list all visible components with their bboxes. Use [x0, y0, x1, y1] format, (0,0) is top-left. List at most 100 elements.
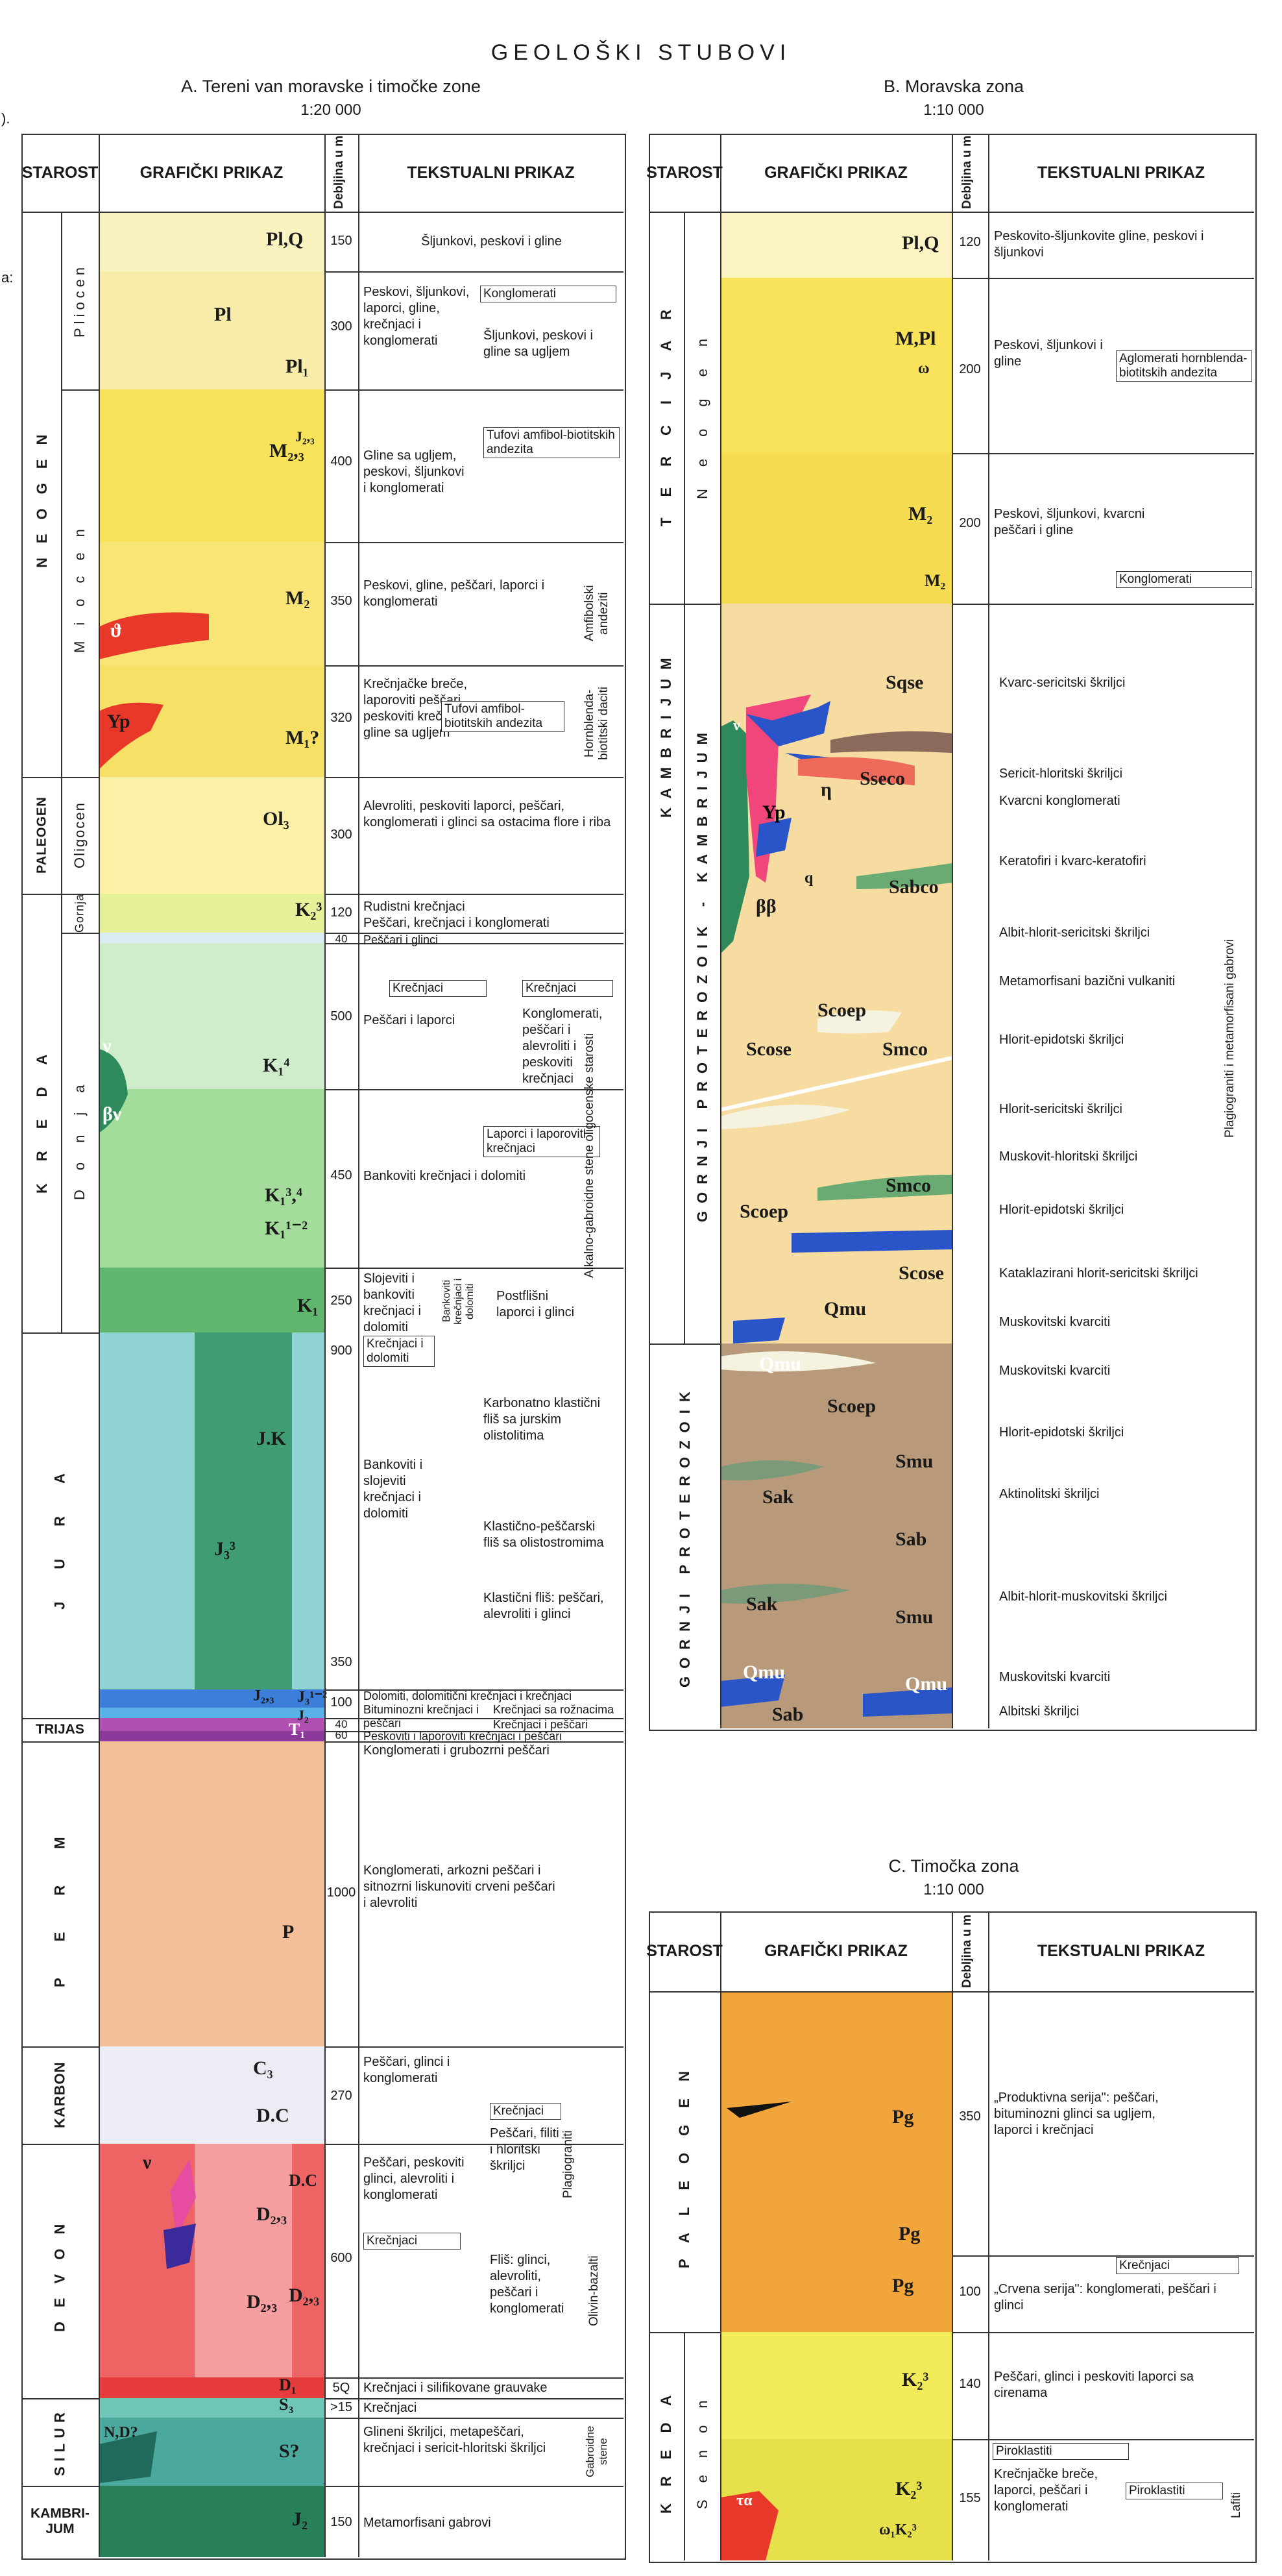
divider	[324, 665, 623, 667]
symbol-label: D₂,₃	[247, 2291, 278, 2312]
symbol-label: Scoep	[827, 1395, 876, 1417]
symbol-label: Smu	[895, 1451, 934, 1472]
desc-text: Aktinolitski škriljci	[999, 1487, 1100, 1501]
era-oligocen: Oligocen	[71, 802, 88, 869]
nu-gabbro-shape	[720, 720, 749, 954]
symbol-label: Qmu	[759, 1353, 802, 1375]
divider	[952, 134, 953, 1728]
desc-text: Peskovi, šljunkovi, kvarcni peščari i gl…	[994, 507, 1145, 537]
divider	[61, 212, 62, 777]
divider	[952, 1911, 953, 2560]
symbol-label: K₂³	[902, 2369, 929, 2390]
band-karbon	[99, 2046, 324, 2144]
era-gpk: GORNJI PROTEROZOIK - KAMBRIJUM	[694, 725, 710, 1222]
section-b-scale: 1:10 000	[923, 101, 984, 119]
thickness-value: 350	[330, 1655, 352, 1669]
divider	[21, 1332, 99, 1334]
thickness-value: 155	[959, 2491, 981, 2505]
desc-box: Piroklastiti	[993, 2443, 1129, 2460]
symbol-label: Pl,Q	[902, 232, 939, 254]
desc-text: Bituminozni krečnjaci i peščari	[363, 1703, 479, 1730]
thickness-value: 350	[959, 2109, 981, 2124]
symbol-label: J₃³	[214, 1538, 236, 1560]
era-kreda-c: KREDA	[658, 2378, 674, 2514]
desc-text: Klastični fliš: peščari, alevroliti i gl…	[483, 1591, 604, 1621]
desc-text: Kvarcni konglomerati	[999, 794, 1120, 808]
divider	[684, 212, 685, 604]
symbol-label: M₂,₃	[269, 440, 304, 461]
symbol-label: Sabco	[889, 876, 939, 898]
symbol-label: M₂	[925, 571, 946, 590]
divider	[21, 2046, 99, 2048]
symbol-label: ω	[918, 360, 930, 377]
desc-text: Peskovito-šljunkovite gline, peskovi i š…	[994, 229, 1204, 260]
band-m23	[99, 389, 324, 542]
band-t1	[99, 1718, 324, 1731]
divider	[21, 1718, 99, 1719]
era-perm: PERM	[51, 1800, 68, 1987]
band-k1	[99, 1268, 324, 1332]
section-a-graphic-svg	[99, 212, 324, 2483]
desc-text: Krečnjaci i silifikovane grauvake	[363, 2381, 548, 2395]
thickness-value: 150	[330, 234, 352, 248]
symbol-label: T₁	[289, 1720, 306, 1739]
desc-text: Peskovi, gline, peščari, laporci i kongl…	[363, 578, 545, 609]
symbol-label: Smco	[882, 1038, 928, 1060]
symbol-label: Sak	[746, 1593, 778, 1615]
era-kreda: KREDA	[34, 1032, 50, 1194]
symbol-label: Sab	[772, 1704, 804, 1725]
divider	[358, 134, 359, 2557]
desc-vertical: Plagiograniti	[561, 2130, 575, 2199]
divider	[61, 777, 62, 894]
band-b-proterozoik	[720, 1343, 952, 1728]
band-j23	[99, 1689, 324, 1708]
era-kambrijum-b: KAMBRIJUM	[658, 648, 674, 818]
divider	[21, 212, 623, 213]
stray-mark: a:	[1, 269, 14, 286]
symbol-label: K₁¹⁻²	[265, 1218, 308, 1239]
era-senon: Senon	[694, 2383, 710, 2509]
symbol-label: Ol₃	[263, 808, 289, 829]
header-graphic: GRAFIČKI PRIKAZ	[139, 163, 284, 182]
symbol-label: D₂,₃	[256, 2203, 287, 2225]
desc-text: Fliš: glinci, alevroliti, peščari i kong…	[490, 2253, 564, 2316]
desc-text: Klastično-peščarski fliš sa olistostromi…	[483, 1519, 604, 1550]
desc-text: Hlorit-epidotski škriljci	[999, 1425, 1124, 1440]
era-neogen: NEOGEN	[34, 420, 50, 569]
divider	[21, 2398, 99, 2399]
desc-text: Konglomerati, peščari i alevroliti i pes…	[522, 1007, 603, 1086]
band-ol3	[99, 777, 324, 894]
divider	[324, 933, 623, 934]
desc-text: Albit-hlorit-sericitski škriljci	[999, 926, 1150, 940]
desc-box: Laporci i laporoviti krečnjaci	[483, 1126, 600, 1157]
era-gornja: Gornja	[73, 893, 86, 933]
symbol-label: M,Pl	[895, 328, 936, 349]
divider	[952, 278, 1254, 279]
desc-text: Peščari i laporci	[363, 1013, 455, 1027]
band-c-k23	[720, 2332, 952, 2439]
divider	[988, 134, 989, 1728]
thickness-value: 200	[959, 362, 981, 376]
desc-vertical: Bankoviti krečnjaci i dolomiti	[441, 1278, 476, 1325]
symbol-label: Pg	[892, 2106, 914, 2128]
symbol-label: J₂,₃	[253, 1687, 274, 1704]
symbol-label: N,D?	[104, 2424, 138, 2441]
symbol-label: M₁?	[285, 727, 320, 748]
desc-text: Peščari, glinci i peskoviti laporci sa c…	[994, 2370, 1194, 2400]
symbol-label: Scose	[899, 1262, 944, 1284]
symbol-label: η	[821, 779, 832, 800]
divider	[324, 542, 623, 543]
era-pliocen: Pliocen	[71, 263, 88, 338]
symbol-label: ν	[103, 1035, 112, 1057]
band-b-mpl	[720, 278, 952, 453]
symbol-label: D.C	[289, 2171, 318, 2190]
desc-box: Tufovi amfibol-biotitskih andezita	[441, 701, 564, 732]
symbol-label: Qmu	[824, 1298, 867, 1319]
divider	[684, 604, 685, 1343]
divider	[649, 1343, 720, 1345]
desc-text: „Produktivna serija": peščari, bituminoz…	[994, 2091, 1159, 2137]
desc-text: Muskovitski kvarciti	[999, 1364, 1111, 1378]
era-neogen-b: Neogen	[694, 316, 710, 499]
header-age: STAROST	[646, 1942, 723, 1960]
desc-vertical: Plagiograniti i metamorfisani gabrovi	[1223, 938, 1237, 1138]
